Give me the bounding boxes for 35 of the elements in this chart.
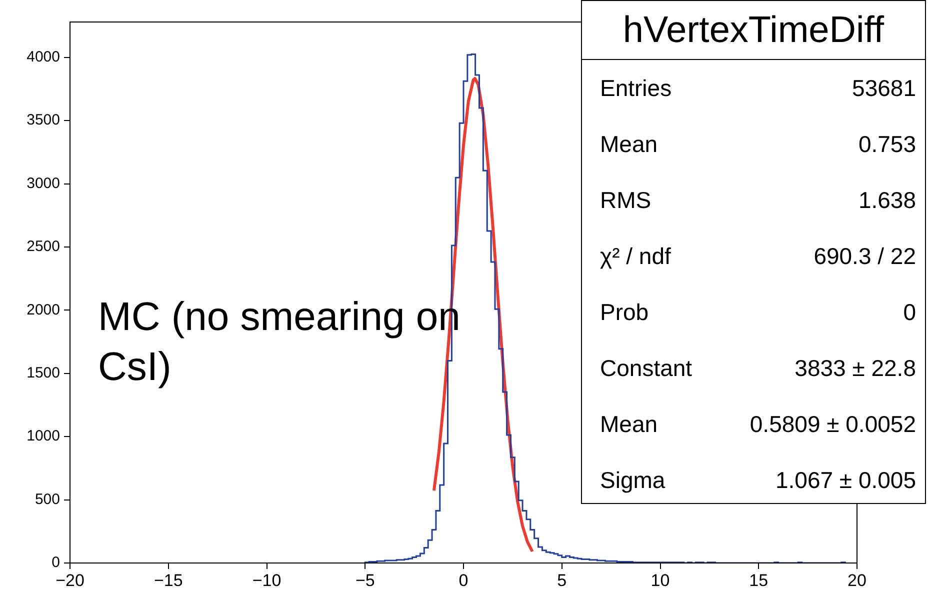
text: 1.638 xyxy=(858,186,916,214)
x-tick-label: 10 xyxy=(650,570,670,590)
annotation: Sigma xyxy=(600,466,666,494)
x-tick-label: −20 xyxy=(56,570,84,590)
y-tick-label: 2000 xyxy=(26,301,60,318)
x-tick-label: 20 xyxy=(848,570,866,590)
y-tick-label: 3000 xyxy=(26,174,60,192)
x-tick-label: 15 xyxy=(749,570,768,590)
annotation: RMS xyxy=(600,186,652,214)
y-tick-label: 4000 xyxy=(26,48,60,66)
y-tick-label: 1000 xyxy=(26,428,60,445)
text: 0 xyxy=(903,298,916,326)
annotation: Mean xyxy=(600,410,658,438)
x-tick-label: −15 xyxy=(154,570,183,590)
y-tick-label: 500 xyxy=(34,490,60,508)
annotation: 1.067 ± 0.005 xyxy=(775,466,916,494)
x-tick-label: −10 xyxy=(252,570,282,590)
y-tick-label: 1500 xyxy=(26,364,60,382)
annotation: 3833 ± 22.8 xyxy=(794,354,916,382)
text: 0.753 xyxy=(858,130,916,158)
annotation: Mean xyxy=(600,130,658,158)
annotation: Prob xyxy=(600,298,649,326)
annotation: χ² / ndf xyxy=(600,242,671,270)
annotation: Constant xyxy=(600,354,692,382)
annotation: Entries xyxy=(600,74,672,102)
y-tick-label: 2500 xyxy=(26,238,60,256)
annotation: 53681 xyxy=(852,74,916,102)
x-tick-label: 5 xyxy=(557,570,567,590)
y-tick-label: 3500 xyxy=(26,112,60,129)
x-tick-label: 0 xyxy=(458,570,468,590)
annotation: 0.5809 ± 0.0052 xyxy=(750,410,916,438)
y-tick-label: 0 xyxy=(52,554,60,572)
chart-title: hVertexTimeDiff xyxy=(582,1,925,60)
x-tick-label: −5 xyxy=(355,570,375,590)
annotation: 690.3 / 22 xyxy=(814,242,916,270)
